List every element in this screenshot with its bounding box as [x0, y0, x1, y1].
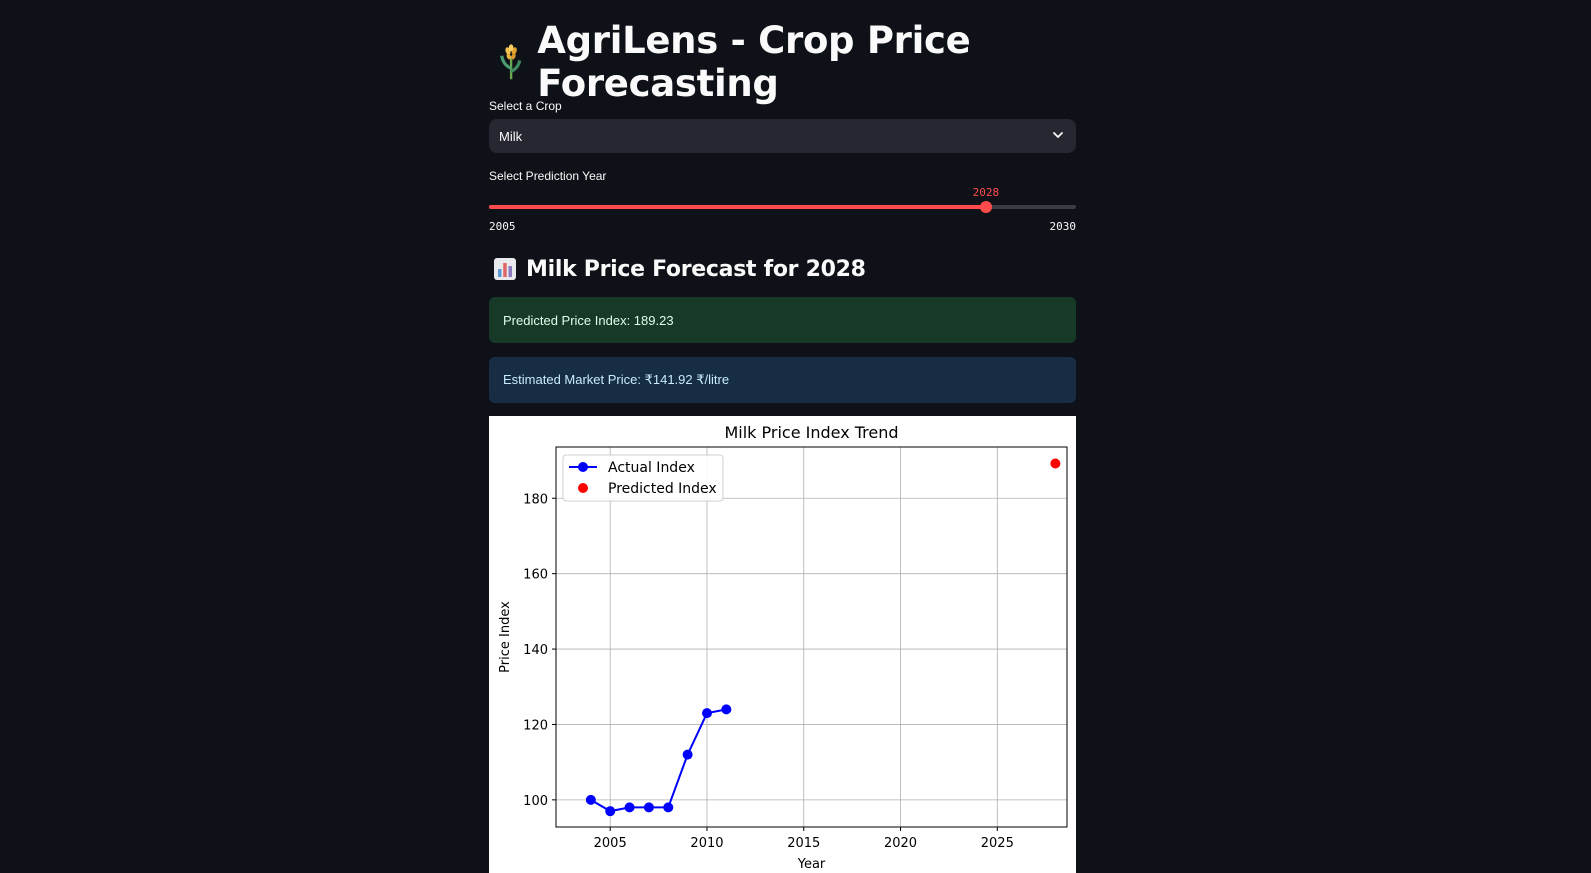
- legend-label-predicted: Predicted Index: [608, 481, 717, 497]
- actual-index-point: [663, 802, 674, 813]
- actual-index-point: [643, 802, 654, 813]
- legend-label-actual: Actual Index: [608, 460, 695, 476]
- price-chart: 2005 2010 2015 2020 2025 100 120 140 160 180 Milk …: [489, 416, 1076, 873]
- chart-title: Milk Price Index Trend: [724, 423, 898, 442]
- market-price-alert: Estimated Market Price: ₹141.92 ₹/litre: [489, 357, 1076, 403]
- wheat-icon: [500, 44, 522, 80]
- page-header: AgriLens - Crop Price Forecasting: [489, 19, 1076, 105]
- forecast-heading-row: Milk Price Forecast for 2028: [489, 254, 866, 284]
- actual-index-point: [605, 806, 616, 817]
- forecast-heading: Milk Price Forecast for 2028: [526, 256, 866, 282]
- predicted-index-point: [1050, 458, 1061, 469]
- year-slider[interactable]: 2028 2005 2030: [489, 186, 1076, 236]
- slider-max-label: 2030: [1049, 220, 1077, 233]
- page-title: AgriLens - Crop Price Forecasting: [537, 19, 971, 105]
- actual-index-point: [701, 708, 712, 719]
- x-tick-label: 2015: [787, 836, 820, 851]
- legend-marker-predicted: [578, 483, 588, 493]
- slider-min-label: 2005: [489, 220, 516, 233]
- chart-legend: Actual Index Predicted Index: [562, 454, 724, 502]
- predicted-index-text: Predicted Price Index: 189.23: [503, 312, 674, 328]
- legend-marker-actual: [578, 462, 588, 472]
- chevron-down-icon: [1053, 132, 1063, 138]
- crop-select-label: Select a Crop: [489, 99, 562, 113]
- y-tick-label: 120: [523, 718, 548, 733]
- x-axis-label: Year: [797, 857, 826, 872]
- actual-index-point: [585, 794, 596, 805]
- x-tick-label: 2010: [690, 836, 723, 851]
- y-tick-label: 100: [523, 794, 548, 809]
- x-tick-label: 2025: [981, 836, 1014, 851]
- predicted-index-alert: Predicted Price Index: 189.23: [489, 297, 1076, 343]
- actual-index-point: [682, 749, 693, 760]
- slider-current-value: 2028: [972, 186, 1000, 199]
- price-chart-svg: 2005 2010 2015 2020 2025 100 120 140 160 180 Milk …: [498, 423, 1068, 872]
- y-tick-label: 160: [523, 568, 548, 583]
- slider-thumb[interactable]: [979, 201, 992, 213]
- slider-fill: [489, 205, 986, 209]
- bar-chart-icon: [494, 258, 516, 280]
- plot-frame: [555, 446, 1068, 828]
- legend-box: [562, 454, 724, 502]
- year-slider-label: Select Prediction Year: [489, 169, 607, 183]
- x-tick-label: 2005: [594, 836, 627, 851]
- actual-index-point: [721, 704, 732, 715]
- actual-index-point: [624, 802, 635, 813]
- y-tick-label: 180: [523, 492, 548, 507]
- x-tick-label: 2020: [884, 836, 917, 851]
- crop-select-value: Milk: [499, 128, 523, 144]
- y-tick-label: 140: [523, 643, 548, 658]
- market-price-text: Estimated Market Price: ₹141.92 ₹/litre: [503, 372, 730, 387]
- crop-select[interactable]: Milk: [489, 119, 1076, 153]
- y-axis-label: Price Index: [498, 601, 513, 673]
